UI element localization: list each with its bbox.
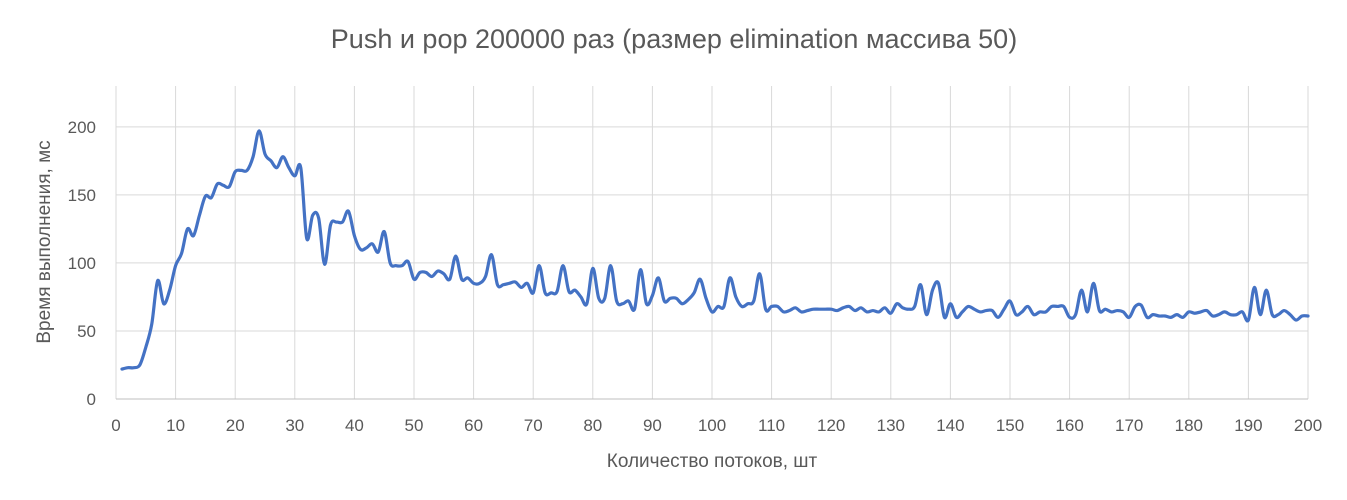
- y-tick-label: 200: [68, 118, 96, 137]
- x-tick-label: 10: [166, 416, 185, 435]
- x-tick-label: 130: [877, 416, 905, 435]
- y-tick-label: 100: [68, 254, 96, 273]
- x-axis-label: Количество потоков, шт: [607, 451, 818, 472]
- y-tick-label: 0: [87, 390, 96, 409]
- x-tick-label: 20: [226, 416, 245, 435]
- x-tick-label: 80: [583, 416, 602, 435]
- x-tick-label: 140: [936, 416, 964, 435]
- x-tick-label: 70: [524, 416, 543, 435]
- x-tick-label: 160: [1055, 416, 1083, 435]
- y-tick-label: 50: [77, 322, 96, 341]
- x-tick-label: 150: [996, 416, 1024, 435]
- y-axis-label: Время выполнения, мс: [34, 140, 55, 343]
- chart-title: Push и pop 200000 раз (размер eliminatio…: [331, 24, 1017, 54]
- grid-layer: [115, 86, 1309, 400]
- series-line: [120, 129, 1310, 371]
- x-tick-label: 120: [817, 416, 845, 435]
- x-tick-label: 0: [111, 416, 120, 435]
- x-tick-label: 40: [345, 416, 364, 435]
- x-tick-label: 110: [758, 416, 785, 435]
- x-tick-label: 50: [405, 416, 424, 435]
- x-tick-label: 190: [1234, 416, 1262, 435]
- x-tick-label: 60: [464, 416, 483, 435]
- y-tick-label: 150: [68, 186, 96, 205]
- x-tick-label: 170: [1115, 416, 1143, 435]
- x-tick-label: 90: [643, 416, 662, 435]
- x-tick-label: 100: [698, 416, 726, 435]
- x-tick-label: 200: [1294, 416, 1322, 435]
- x-tick-label: 30: [285, 416, 304, 435]
- tick-layer: 0 10 20 30 40 50 60 70 80 90 100 110 120 130 140 150 160…: [68, 118, 1323, 435]
- x-tick-label: 180: [1175, 416, 1203, 435]
